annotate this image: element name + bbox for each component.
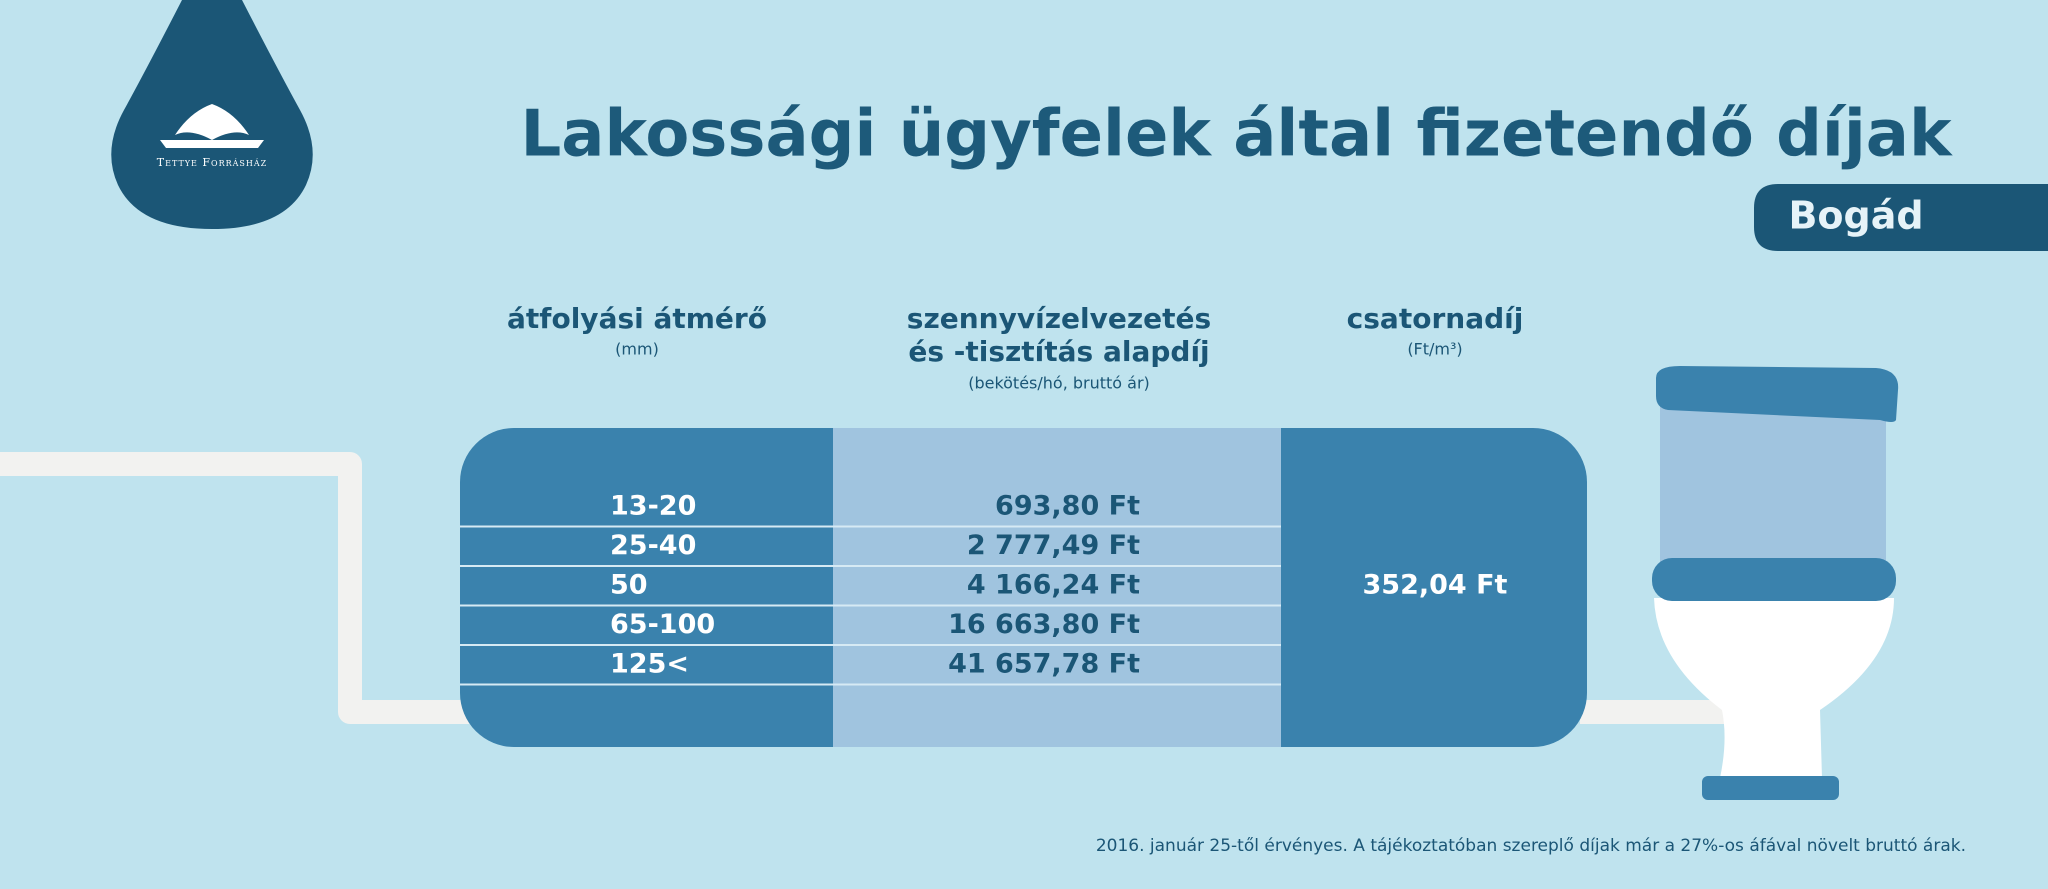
column-title: átfolyási átmérő [507,302,767,335]
location: Bogád [1788,194,1923,238]
logo-text: Tettye Forrásház [157,156,267,169]
column-title: szennyvízelvezetés [907,302,1211,335]
row-base-fee: 4 166,24 Ft [967,569,1140,600]
logo-emblem [160,104,264,148]
row-base-fee: 693,80 Ft [995,490,1140,521]
fee: 352,04 Ft [1363,570,1508,601]
toilet-lid [1656,366,1899,422]
column-unit: (bekötés/hó, bruttó ár) [968,374,1150,393]
row-diameter: 13-20 [610,490,696,521]
title: Lakossági ügyfelek által fizetendő díjak [521,98,1953,172]
row-diameter: 25-40 [610,530,696,561]
row-base-fee: 16 663,80 Ft [948,609,1140,640]
row-diameter: 125< [610,648,689,679]
column-title: és -tisztítás alapdíj [908,335,1209,368]
toilet-seat [1652,558,1896,601]
row-diameter: 65-100 [610,609,715,640]
column-unit: (Ft/m³) [1407,340,1462,359]
row-diameter: 50 [610,569,648,600]
column-unit: (mm) [615,340,659,359]
toilet-base [1702,776,1839,800]
location-tab [1754,184,2048,251]
pipe [0,452,470,724]
column-title: csatornadíj [1347,302,1524,335]
row-base-fee: 2 777,49 Ft [967,530,1140,561]
table-column [833,428,1281,747]
row-base-fee: 41 657,78 Ft [948,648,1140,679]
footnote: 2016. január 25-től érvényes. A tájékozt… [1096,836,1966,856]
toilet-bowl [1654,598,1894,778]
